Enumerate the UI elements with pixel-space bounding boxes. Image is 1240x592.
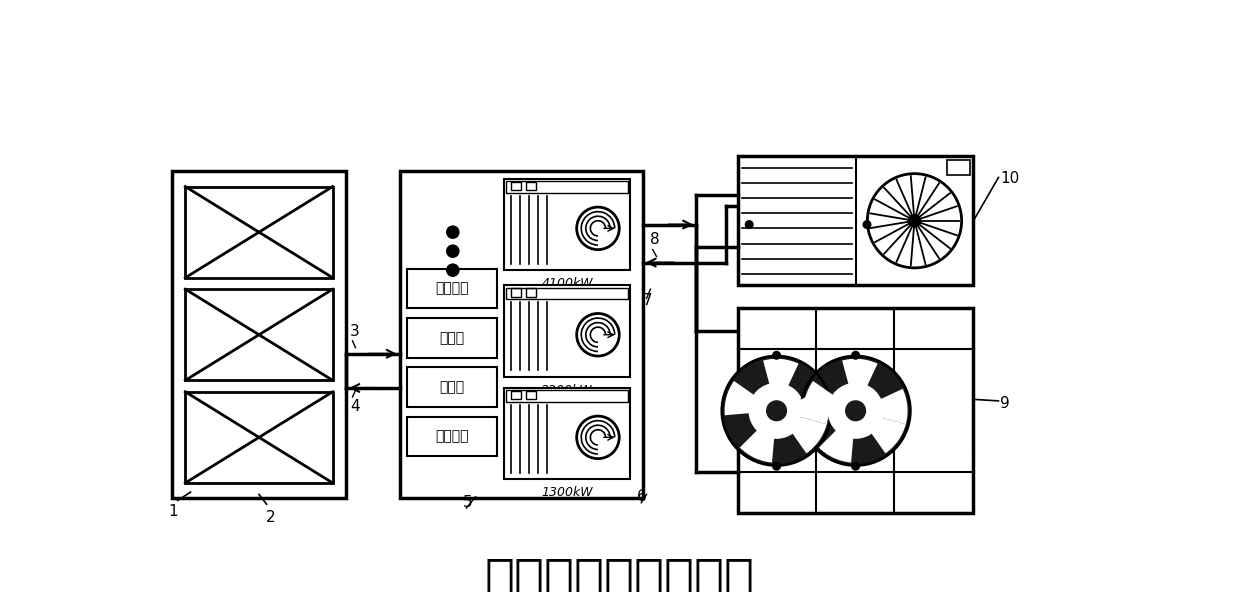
Circle shape — [773, 462, 780, 470]
Bar — [171, 171, 346, 498]
Wedge shape — [818, 411, 856, 462]
Bar — [738, 308, 973, 513]
Wedge shape — [776, 389, 828, 424]
Bar — [526, 391, 537, 400]
Circle shape — [863, 221, 870, 229]
Text: 4100kW: 4100kW — [542, 277, 593, 290]
Bar — [511, 288, 521, 297]
Bar — [526, 288, 537, 297]
Text: 4: 4 — [350, 400, 360, 414]
Bar — [505, 179, 630, 270]
Circle shape — [846, 401, 866, 420]
Text: 1: 1 — [169, 504, 177, 519]
Bar — [506, 181, 629, 192]
Text: 6: 6 — [636, 489, 646, 504]
Circle shape — [909, 215, 920, 227]
Wedge shape — [776, 411, 827, 453]
Text: 1300kW: 1300kW — [542, 487, 593, 499]
Text: 空调冷水系统示意图: 空调冷水系统示意图 — [485, 555, 755, 592]
Text: 3: 3 — [350, 324, 360, 339]
Wedge shape — [724, 381, 776, 416]
Bar — [947, 160, 970, 175]
Bar — [511, 391, 521, 400]
Text: 10: 10 — [999, 172, 1019, 186]
Circle shape — [749, 384, 804, 438]
Bar — [505, 388, 630, 479]
Bar — [185, 392, 332, 483]
Bar — [399, 171, 642, 498]
Text: M: M — [955, 163, 962, 172]
Text: 蕊发器: 蕊发器 — [439, 380, 465, 394]
Circle shape — [773, 352, 780, 359]
Text: 冷凝器: 冷凝器 — [439, 331, 465, 345]
Circle shape — [766, 401, 786, 420]
Circle shape — [852, 462, 859, 470]
Text: 冷冻水泵: 冷冻水泵 — [435, 281, 469, 295]
Wedge shape — [856, 389, 908, 424]
Text: 2: 2 — [265, 510, 275, 525]
Bar — [407, 368, 497, 407]
Circle shape — [446, 226, 459, 238]
Circle shape — [801, 356, 910, 465]
Circle shape — [722, 356, 831, 465]
Circle shape — [828, 384, 883, 438]
Bar — [407, 318, 497, 358]
Bar — [185, 186, 332, 278]
Bar — [407, 417, 497, 456]
Circle shape — [446, 264, 459, 276]
Bar — [506, 288, 629, 299]
Text: 热交换器: 热交换器 — [435, 430, 469, 443]
Bar — [506, 390, 629, 401]
Bar — [505, 285, 630, 377]
Circle shape — [745, 221, 753, 229]
Wedge shape — [856, 411, 905, 453]
Text: 9: 9 — [999, 395, 1009, 411]
Bar — [185, 289, 332, 380]
Wedge shape — [842, 359, 878, 411]
Bar — [407, 269, 497, 308]
Circle shape — [446, 245, 459, 258]
Wedge shape — [763, 359, 799, 411]
Text: 2200kW: 2200kW — [542, 384, 593, 397]
Bar — [526, 182, 537, 191]
Circle shape — [852, 352, 859, 359]
Bar — [511, 182, 521, 191]
Wedge shape — [740, 411, 776, 462]
Wedge shape — [804, 381, 856, 416]
Text: 5: 5 — [464, 494, 472, 510]
Bar — [738, 156, 973, 285]
Text: 7: 7 — [642, 293, 652, 308]
Text: 8: 8 — [651, 232, 660, 247]
